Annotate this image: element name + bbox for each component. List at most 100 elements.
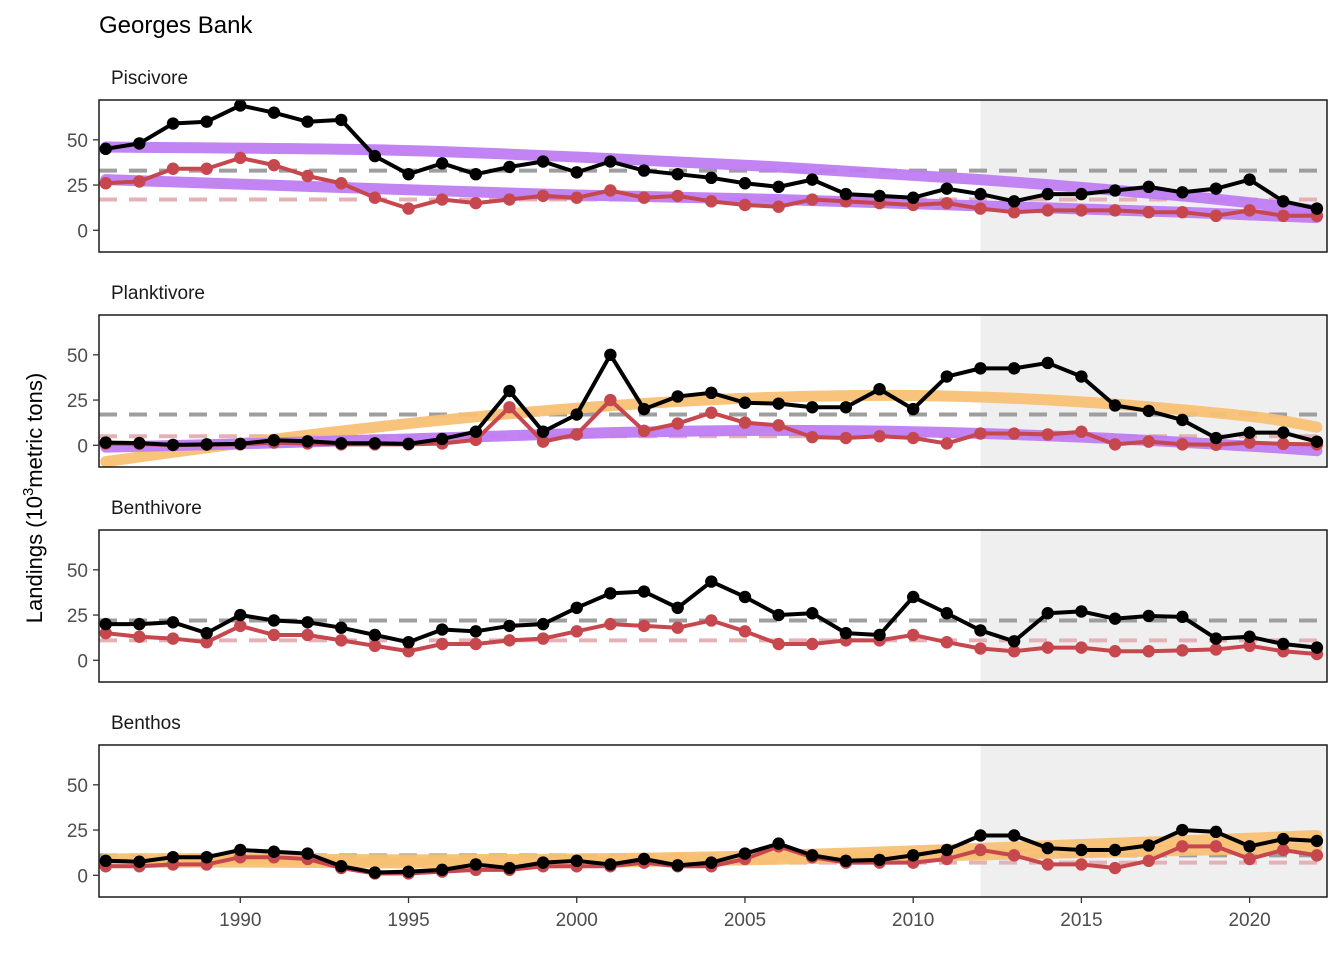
managed-landings-point-2012 [974, 843, 987, 857]
total-landings-point-2018 [1176, 823, 1189, 837]
managed-landings-point-1988 [166, 162, 180, 175]
managed-landings-point-1989 [200, 162, 213, 175]
total-landings-point-1994 [368, 437, 382, 450]
total-landings-point-2015 [1075, 370, 1088, 383]
total-landings-point-2006 [772, 837, 785, 850]
x-tick-label: 1995 [387, 910, 429, 931]
total-landings-point-2014 [1041, 607, 1054, 620]
total-landings-point-2022 [1310, 435, 1324, 448]
total-landings-point-2014 [1041, 356, 1054, 370]
panel-benthos: Benthos 0 25 50 [67, 713, 1328, 898]
total-landings-point-1998 [503, 384, 516, 398]
total-landings-point-2008 [839, 187, 853, 201]
managed-landings-point-1999 [536, 632, 550, 645]
managed-landings-point-2000 [570, 428, 583, 441]
managed-landings-point-2010 [906, 628, 920, 642]
managed-landings-point-2007 [806, 193, 819, 206]
managed-landings-point-1996 [435, 193, 449, 206]
total-landings-point-1995 [402, 635, 415, 649]
total-landings-point-1993 [335, 621, 348, 634]
y-tick-label: 25 [67, 606, 88, 627]
managed-landings-point-2011 [940, 437, 954, 450]
total-landings-point-2019 [1209, 825, 1223, 839]
y-axis-label: Landings (103metric tons) [20, 373, 47, 623]
total-landings-point-1999 [536, 425, 550, 438]
total-landings-point-2008 [839, 626, 853, 640]
total-landings-point-2002 [637, 164, 651, 177]
panel-label-planktivore: Planktivore [111, 283, 205, 304]
total-landings-point-2004 [705, 386, 718, 400]
total-landings-point-2012 [974, 187, 987, 201]
panels: Piscivore02550Planktivore02550Benthivore… [67, 68, 1328, 898]
managed-landings-point-2006 [772, 637, 785, 651]
y-tick-label: 50 [67, 561, 88, 582]
managed-landings-point-1990 [234, 619, 247, 633]
managed-landings-point-1993 [335, 634, 348, 647]
managed-landings-point-1987 [133, 175, 146, 188]
managed-landings-point-2015 [1075, 858, 1088, 871]
total-landings-point-1994 [368, 628, 382, 642]
total-landings-point-2016 [1108, 399, 1122, 412]
total-landings-point-1995 [402, 437, 415, 451]
total-landings-point-2000 [570, 854, 583, 868]
y-axis-label-superscript: 3 [20, 488, 37, 496]
total-landings-point-1995 [402, 167, 415, 181]
total-landings-point-1998 [503, 619, 516, 633]
total-landings-point-2004 [705, 856, 718, 869]
total-landings-point-1987 [133, 855, 146, 868]
total-landings-point-2003 [671, 390, 684, 403]
total-landings-point-1994 [368, 149, 382, 163]
total-landings-point-1996 [435, 432, 449, 446]
total-landings-point-2010 [906, 191, 920, 204]
total-landings-point-1990 [234, 437, 247, 451]
managed-landings-point-2015 [1075, 641, 1088, 654]
managed-landings-point-2020 [1243, 852, 1256, 866]
panel-planktivore: Planktivore 0 25 50 [67, 283, 1328, 468]
managed-landings-point-1995 [402, 645, 415, 658]
managed-landings-point-2021 [1277, 437, 1290, 451]
total-landings-point-1998 [503, 160, 516, 174]
y-tick-label: 50 [67, 131, 88, 152]
total-landings-point-2016 [1108, 612, 1122, 625]
managed-landings-point-2003 [671, 417, 684, 430]
managed-landings-point-2021 [1277, 843, 1290, 857]
panel-plot-area-planktivore [99, 348, 1327, 467]
total-landings-point-2017 [1142, 180, 1155, 194]
y-axis-label-main: Landings (10 [22, 496, 47, 623]
total-landings-point-1992 [301, 616, 314, 629]
managed-landings-point-2012 [974, 202, 987, 215]
managed-landings-point-2003 [671, 621, 684, 634]
managed-landings-point-2001 [604, 184, 617, 197]
managed-landings-point-1994 [368, 191, 382, 204]
total-landings-point-2018 [1176, 186, 1189, 199]
total-landings-point-2017 [1142, 609, 1155, 623]
managed-landings-point-1994 [368, 639, 382, 653]
managed-landings-point-2002 [637, 424, 651, 438]
y-tick-label: 0 [77, 221, 88, 242]
managed-landings-point-2007 [806, 430, 819, 444]
total-landings-point-1992 [301, 115, 314, 128]
total-landings-point-2009 [873, 853, 886, 867]
total-landings-point-2014 [1041, 841, 1054, 855]
total-landings-point-2001 [604, 858, 617, 871]
chart-title: Georges Bank [99, 12, 253, 39]
managed-landings-point-2010 [906, 431, 920, 445]
total-landings-point-2013 [1007, 362, 1021, 375]
total-landings-point-2020 [1243, 426, 1256, 439]
managed-landings-point-1996 [435, 637, 449, 651]
total-landings-point-1990 [234, 608, 247, 622]
total-landings-point-2002 [637, 402, 651, 416]
total-landings-point-1986 [99, 854, 112, 868]
total-landings-point-2022 [1310, 834, 1324, 848]
managed-landings-point-1988 [166, 632, 180, 645]
managed-landings-point-2016 [1108, 438, 1122, 451]
total-landings-point-1999 [536, 155, 550, 168]
managed-landings-point-2020 [1243, 436, 1256, 449]
y-axis-label-tail: metric tons) [22, 373, 47, 488]
panel-label-benthos: Benthos [111, 713, 181, 734]
panel-border-benthivore [98, 529, 1328, 683]
total-landings-point-2017 [1142, 404, 1155, 418]
managed-landings-point-2019 [1209, 643, 1223, 656]
total-landings-point-1991 [267, 845, 281, 858]
